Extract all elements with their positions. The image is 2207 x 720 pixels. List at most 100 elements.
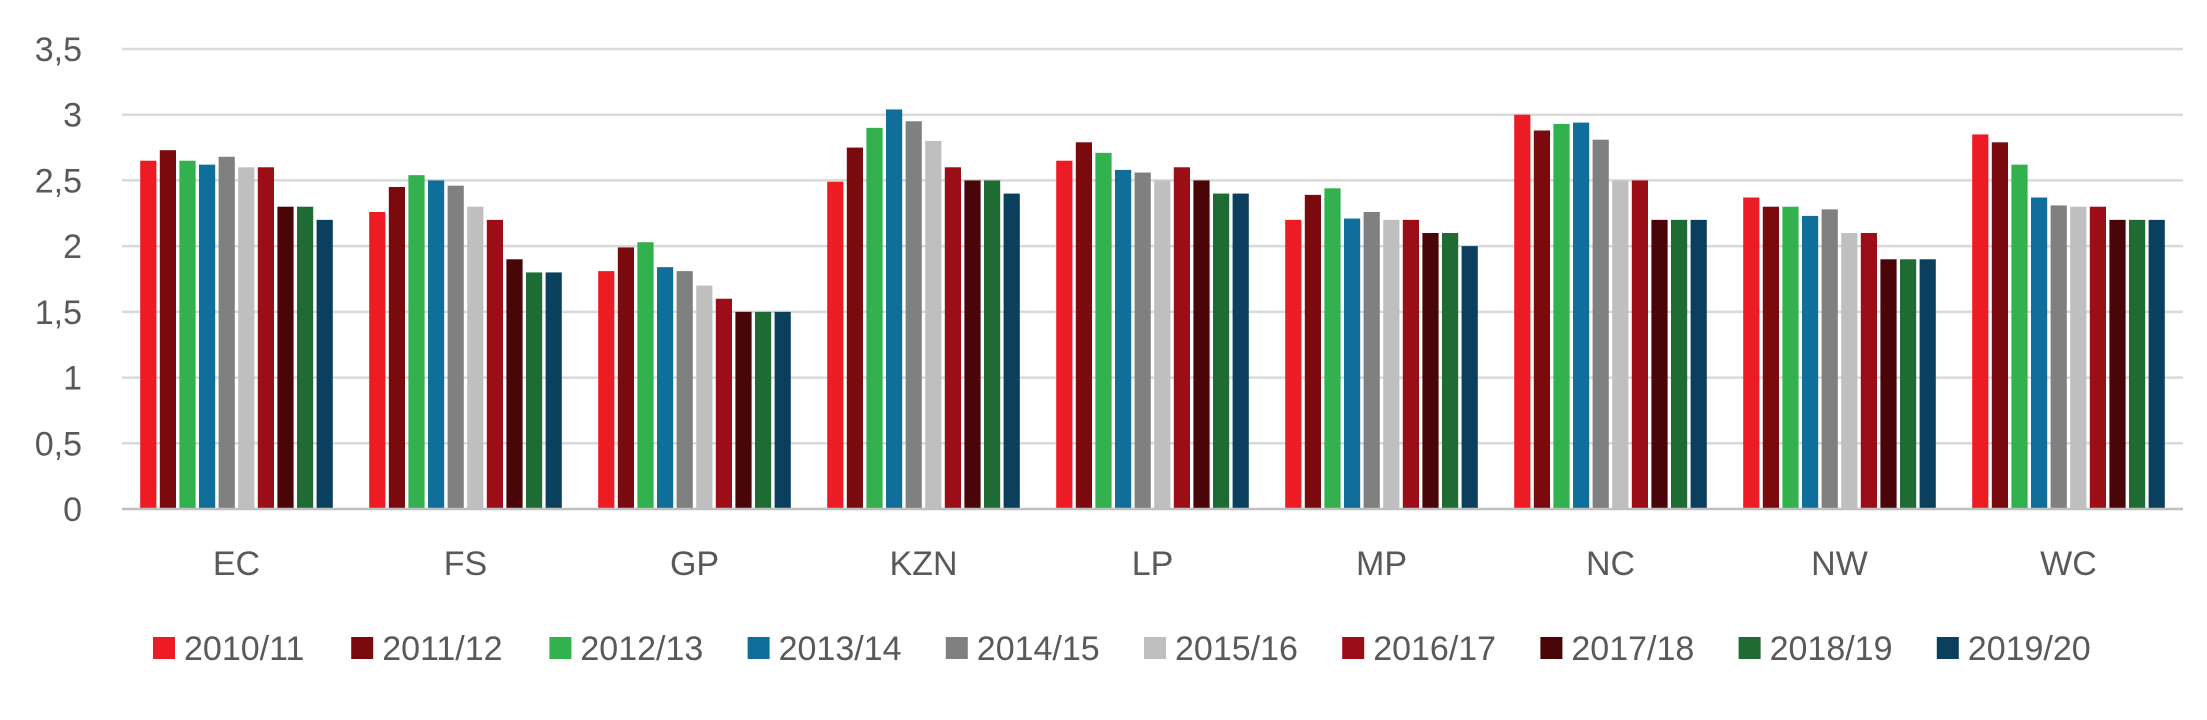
bar: [486, 219, 503, 509]
x-category-label: KZN: [890, 545, 958, 583]
bar: [637, 242, 654, 509]
legend-label: 2013/14: [779, 630, 902, 668]
bar: [1900, 259, 1917, 509]
bar: [506, 259, 523, 509]
y-tick-label: 1,5: [35, 294, 82, 332]
bar: [1344, 218, 1361, 510]
bar: [526, 272, 543, 509]
x-category-label: MP: [1356, 545, 1407, 583]
bar: [2011, 164, 2028, 509]
bar: [1285, 219, 1302, 509]
x-category-label: EC: [213, 545, 260, 583]
legend-label: 2019/20: [1968, 630, 2091, 668]
bar: [617, 247, 634, 509]
bar: [735, 311, 752, 509]
x-category-label: WC: [2040, 545, 2097, 583]
legend-label: 2016/17: [1373, 630, 1496, 668]
legend-swatch: [153, 637, 175, 659]
gridlines: [122, 47, 2183, 445]
legend-swatch: [747, 637, 770, 659]
legend-item[interactable]: 2015/16: [1144, 630, 1298, 668]
bar: [1173, 167, 1190, 510]
bar: [2089, 206, 2106, 509]
bar: [545, 272, 562, 509]
bar: [199, 164, 216, 509]
bar: [1533, 130, 1550, 509]
bar: [755, 311, 772, 509]
legend-item[interactable]: 2010/11: [153, 630, 304, 668]
bar: [369, 211, 386, 509]
legend-item[interactable]: 2019/20: [1936, 630, 2091, 668]
bar: [1972, 134, 1989, 509]
legend-swatch: [549, 637, 572, 659]
legend-label: 2018/19: [1770, 630, 1893, 668]
bar: [944, 167, 961, 510]
bar: [467, 206, 484, 509]
bar: [1690, 219, 1707, 509]
bar: [984, 180, 1001, 509]
y-tick-label: 3,5: [35, 31, 82, 69]
bar: [2050, 205, 2067, 509]
bar: [846, 147, 863, 510]
legend-label: 2010/11: [184, 630, 304, 668]
y-tick-label: 1: [63, 360, 82, 398]
x-category-label: FS: [444, 545, 487, 583]
bar: [676, 271, 693, 509]
bar: [1193, 180, 1210, 509]
bar: [1324, 188, 1341, 510]
bar: [1075, 142, 1092, 510]
bar: [1363, 211, 1380, 509]
bar: [1860, 233, 1877, 509]
bar: [1422, 233, 1439, 509]
bar: [1631, 180, 1648, 509]
bar: [1154, 180, 1171, 509]
bar: [1134, 172, 1151, 510]
y-tick-label: 3: [63, 97, 82, 135]
legend-swatch: [945, 637, 968, 659]
bar: [2031, 197, 2048, 509]
legend-item[interactable]: 2017/18: [1540, 630, 1694, 668]
bar: [1553, 123, 1570, 510]
bar: [696, 285, 713, 509]
legend-swatch: [1342, 637, 1365, 659]
bar: [1821, 209, 1838, 510]
bar: [1802, 215, 1819, 509]
bar: [1841, 233, 1858, 509]
legend-item[interactable]: 2011/12: [351, 630, 503, 668]
bar: [408, 175, 425, 509]
y-axis: 0 0,5 1 1,5 2 2,5 3 3,5: [35, 31, 82, 529]
bar: [866, 127, 883, 509]
legend-swatch: [1540, 637, 1563, 659]
bar: [1782, 206, 1799, 509]
y-tick-label: 2,5: [35, 162, 82, 200]
bars: [140, 109, 2165, 510]
bar: [1095, 152, 1112, 510]
bar: [1919, 259, 1936, 509]
bar: [447, 185, 464, 509]
legend-item[interactable]: 2016/17: [1342, 630, 1496, 668]
bar: [428, 180, 445, 509]
bar: [1213, 193, 1230, 510]
x-category-label: NW: [1811, 545, 1868, 583]
legend-item[interactable]: 2014/15: [945, 630, 1100, 668]
legend-swatch: [1738, 637, 1761, 659]
bar: [179, 160, 196, 509]
bar: [1880, 259, 1897, 509]
legend: 2010/11 2011/12 2012/13 2013/14 2014/15 2015/…: [153, 630, 2091, 668]
legend-label: 2012/13: [580, 630, 703, 668]
bar: [1232, 193, 1249, 510]
legend-item[interactable]: 2012/13: [549, 630, 703, 668]
legend-item[interactable]: 2013/14: [747, 630, 902, 668]
legend-item[interactable]: 2018/19: [1738, 630, 1893, 668]
bar: [257, 167, 274, 510]
x-category-label: GP: [670, 545, 719, 583]
bar: [598, 271, 615, 509]
bar: [1115, 169, 1132, 509]
bar: [774, 311, 791, 509]
y-tick-label: 0,5: [35, 425, 82, 463]
bar: [140, 160, 157, 509]
bar: [1991, 142, 2008, 510]
legend-label: 2015/16: [1175, 630, 1298, 668]
